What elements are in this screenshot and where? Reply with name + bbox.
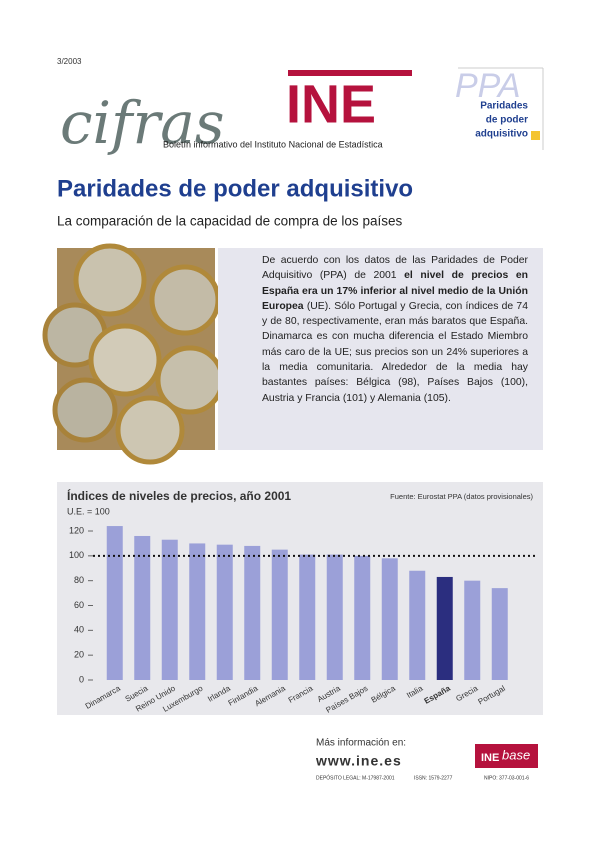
- logo-script: cifras: [60, 89, 225, 157]
- bar: [409, 570, 426, 680]
- text-panel: [218, 248, 543, 450]
- y-tick-label: 100: [69, 550, 84, 560]
- coins-photo: [42, 243, 225, 465]
- bar: [491, 588, 508, 680]
- chart-title: Índices de niveles de precios, año 2001: [67, 488, 291, 503]
- url: www.ine.es: [315, 753, 402, 769]
- intro-paragraph: De acuerdo con los datos de las Paridade…: [262, 253, 528, 406]
- chart-source: Fuente: Eurostat PPA (datos provisionale…: [390, 492, 533, 501]
- bar: [271, 549, 288, 680]
- y-tick-label: 20: [74, 650, 84, 660]
- y-tick-label: 0: [79, 674, 84, 684]
- issn: ISSN: 1579-2277: [414, 775, 453, 781]
- bar: [381, 558, 398, 680]
- bar: [326, 554, 343, 680]
- bar: [106, 526, 123, 680]
- y-tick-label: 120: [69, 525, 84, 535]
- paragraph-text: De acuerdo con los datos de las Paridade…: [262, 255, 528, 282]
- bar: [216, 544, 233, 680]
- tagline: Boletín informativo del Instituto Nacion…: [163, 139, 383, 149]
- badge-line: adquisitivo: [475, 129, 528, 140]
- bar: [299, 554, 316, 680]
- nipo: NIPO: 377-03-001-6: [484, 775, 529, 781]
- y-tick-label: 40: [74, 625, 84, 635]
- issue: 3/2003: [57, 57, 82, 66]
- badge-square: [531, 131, 540, 140]
- paragraph-text: (UE). Sólo Portugal y Grecia, con índice…: [262, 300, 528, 404]
- y-axis-label: U.E. = 100: [67, 506, 110, 516]
- legal: DEPÓSITO LEGAL: M-17987-2001: [316, 774, 395, 781]
- bar: [161, 539, 178, 680]
- bar: [189, 543, 206, 680]
- base-logo-ine: INE: [481, 752, 499, 764]
- title: Paridades de poder adquisitivo: [57, 175, 413, 202]
- badge-title: PPA: [455, 67, 521, 105]
- bar: [436, 576, 453, 680]
- bar: [354, 555, 371, 680]
- badge-line: Paridades: [480, 101, 528, 112]
- subtitle: La comparación de la capacidad de compra…: [57, 214, 402, 229]
- logo: INE: [286, 74, 376, 134]
- base-logo-base: base: [502, 747, 530, 762]
- bar: [134, 535, 151, 680]
- y-tick-label: 80: [74, 575, 84, 585]
- badge-line: de poder: [486, 115, 528, 126]
- logo-bar: [288, 70, 412, 76]
- y-tick-label: 60: [74, 600, 84, 610]
- paragraph-bold: el nivel de precios en España era un 17%…: [262, 270, 528, 312]
- bar: [464, 580, 481, 680]
- more-info: Más información en:: [316, 738, 406, 749]
- bar: [244, 545, 261, 680]
- base-logo-box: [475, 744, 538, 768]
